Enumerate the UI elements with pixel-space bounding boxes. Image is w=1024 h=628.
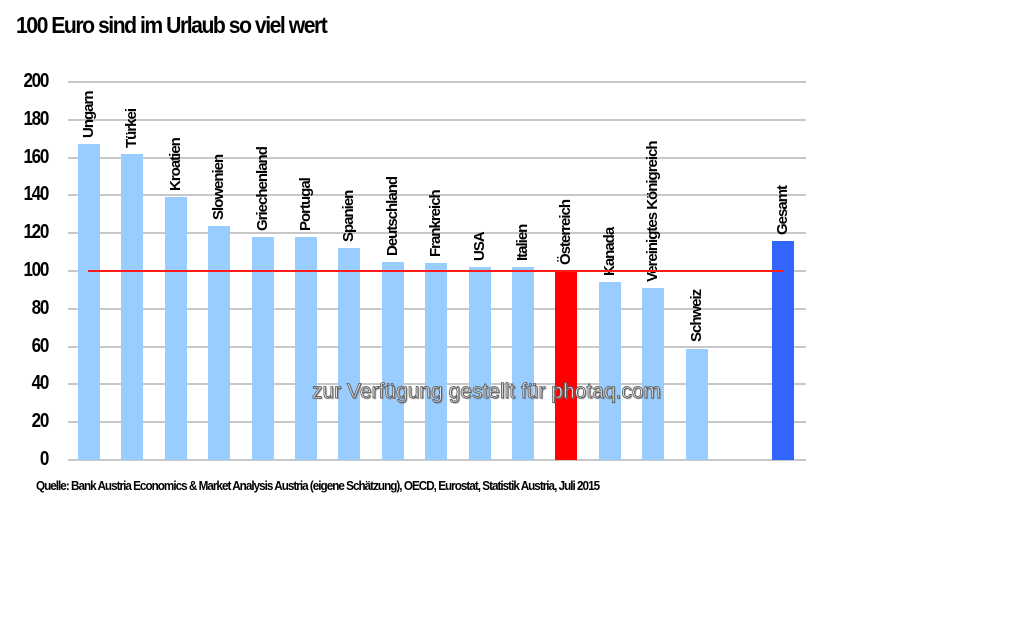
- bar-kanada: [598, 282, 621, 460]
- bar-griechenland: [251, 236, 274, 460]
- y-tick-label: 200: [23, 70, 49, 92]
- bar-label: Türkei: [123, 108, 141, 148]
- gridline-140: [68, 194, 806, 197]
- y-tick-label: 100: [23, 259, 49, 281]
- y-tick-label: 0: [39, 448, 49, 470]
- y-tick-label: 120: [23, 221, 49, 244]
- y-tick-label: 60: [31, 334, 50, 357]
- gridline-160: [68, 156, 806, 159]
- bar-vereinigtes-königreich: [642, 288, 665, 460]
- plot-area: Ungarn Türkei Kroatien Slowenien Griechenlan…: [68, 81, 806, 461]
- bar-label: Deutschland: [383, 176, 401, 256]
- bar-gesamt: [772, 240, 795, 460]
- bar-türkei: [121, 153, 144, 460]
- y-tick-label: 20: [31, 410, 50, 433]
- bar-schweiz: [685, 348, 708, 460]
- bar-kroatien: [164, 197, 187, 460]
- bar-label: Gesamt: [774, 185, 792, 235]
- bar-portugal: [295, 236, 317, 460]
- bar-label: Slowenien: [210, 154, 228, 220]
- bar-label: Griechenland: [253, 147, 271, 231]
- bar-deutschland: [381, 261, 404, 460]
- bar-österreich: [555, 271, 578, 460]
- bar-label: Österreich: [557, 199, 575, 265]
- chart-title: 100 Euro sind im Urlaub so viel wert: [16, 12, 328, 38]
- bar-label: Schweiz: [687, 290, 705, 343]
- bar-label: Kroatien: [166, 138, 184, 192]
- reference-line-100: [88, 270, 784, 272]
- y-tick-label: 180: [23, 107, 49, 130]
- bar-slowenien: [208, 225, 231, 460]
- gridline-0: [68, 459, 806, 461]
- y-tick-label: 40: [31, 372, 50, 395]
- bar-spanien: [338, 248, 361, 460]
- bar-usa: [468, 267, 491, 460]
- bar-label: Spanien: [340, 190, 358, 243]
- source-note: Quelle: Bank Austria Economics & Market …: [36, 478, 600, 493]
- bar-label: Italien: [514, 224, 531, 262]
- bar-frankreich: [425, 263, 448, 460]
- y-tick-label: 80: [31, 296, 50, 319]
- bar-italien: [512, 267, 534, 460]
- watermark: zur Verfügung gestellt für photaq.com: [312, 380, 662, 404]
- bar-label: Vereinigtes Königreich: [644, 141, 662, 282]
- bar-label: Ungarn: [80, 91, 97, 139]
- bar-ungarn: [78, 144, 100, 460]
- bar-label: Frankreich: [427, 190, 445, 258]
- bar-label: USA: [470, 232, 488, 262]
- bar-label: Portugal: [297, 178, 314, 231]
- y-tick-label: 140: [23, 183, 49, 206]
- y-tick-label: 160: [23, 145, 49, 168]
- gridline-120: [68, 232, 806, 235]
- gridline-180: [68, 118, 806, 121]
- gridline-200: [68, 81, 806, 83]
